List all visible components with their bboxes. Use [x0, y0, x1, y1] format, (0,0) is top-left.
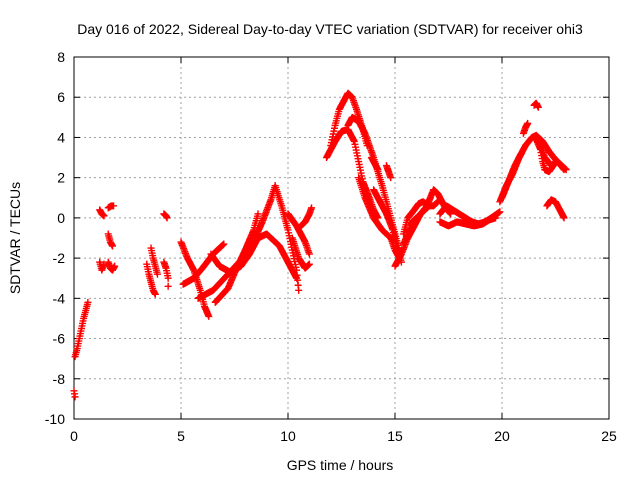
- plus-markers: [519, 119, 532, 137]
- track-t9: [147, 244, 161, 278]
- plus-markers: [288, 234, 313, 272]
- track-t11: [160, 258, 172, 290]
- track-t19: [284, 210, 313, 258]
- y-tick-label: 6: [57, 89, 65, 105]
- track-t8: [143, 260, 159, 298]
- track-t2: [71, 298, 92, 361]
- y-axis-title: SDTVAR / TECUs: [7, 182, 23, 294]
- y-tick-label: 8: [57, 49, 65, 65]
- plus-markers: [160, 258, 172, 290]
- plus-markers: [96, 258, 108, 274]
- plus-markers: [498, 150, 525, 202]
- x-tick-label: 25: [601, 428, 617, 444]
- x-tick-label: 0: [70, 428, 78, 444]
- plus-markers: [211, 210, 262, 306]
- plus-markers: [530, 99, 542, 111]
- plus-markers: [70, 387, 79, 401]
- track-t15: [211, 210, 262, 306]
- x-tick-label: 20: [494, 428, 510, 444]
- x-tick-label: 15: [387, 428, 403, 444]
- track-t34: [498, 150, 525, 202]
- plus-markers: [160, 210, 171, 222]
- x-axis-title: GPS time / hours: [287, 457, 394, 473]
- plus-markers: [271, 182, 303, 294]
- plus-markers: [147, 244, 161, 278]
- plus-markers: [284, 210, 313, 258]
- plus-markers: [297, 204, 316, 230]
- y-tick-label: -2: [53, 250, 66, 266]
- chart-title: Day 016 of 2022, Sidereal Day-to-day VTE…: [77, 21, 583, 37]
- plus-markers: [436, 214, 500, 230]
- plus-markers: [370, 186, 405, 266]
- track-t7: [104, 258, 119, 274]
- plus-markers: [400, 202, 433, 248]
- track-t16: [207, 230, 301, 282]
- axis-ticks: 0 5 10 15 20 25 -10 -8 -6 -4 -2 0 2 4 6 8: [45, 49, 617, 444]
- y-tick-label: -10: [45, 411, 65, 427]
- plus-markers: [104, 202, 118, 212]
- track-t27: [367, 154, 382, 174]
- track-t35: [519, 119, 532, 137]
- plus-markers: [532, 133, 568, 174]
- plus-markers: [543, 196, 568, 222]
- plus-markers: [382, 162, 395, 182]
- plus-markers: [323, 125, 382, 222]
- plus-markers: [207, 230, 301, 282]
- data-points: [70, 89, 570, 401]
- track-t39: [543, 196, 568, 222]
- x-tick-label: 10: [280, 428, 296, 444]
- track-t18: [288, 234, 313, 272]
- track-t4: [96, 258, 108, 274]
- track-t32: [436, 214, 500, 230]
- y-tick-label: 4: [57, 129, 65, 145]
- plot-frame: [73, 56, 610, 420]
- track-t30: [400, 202, 433, 248]
- plus-markers: [104, 230, 117, 250]
- track-t38: [532, 133, 568, 174]
- track-t20: [297, 204, 316, 230]
- track-t21: [323, 125, 382, 222]
- track-t36: [530, 99, 542, 111]
- track-t1: [70, 387, 79, 401]
- track-t25: [370, 186, 405, 266]
- track-t10: [160, 210, 171, 222]
- y-tick-label: -4: [53, 290, 66, 306]
- track-t17: [271, 182, 303, 294]
- plus-markers: [96, 206, 108, 220]
- x-tick-label: 5: [177, 428, 185, 444]
- plus-markers: [104, 258, 119, 274]
- plus-markers: [143, 260, 159, 298]
- gridlines: [74, 57, 609, 419]
- track-t26: [382, 162, 395, 182]
- plus-markers: [367, 154, 382, 174]
- y-tick-label: -6: [53, 331, 66, 347]
- y-tick-label: -8: [53, 371, 66, 387]
- track-t3: [96, 206, 108, 220]
- y-tick-label: 2: [57, 170, 65, 186]
- y-tick-label: 0: [57, 210, 65, 226]
- track-t6: [104, 230, 117, 250]
- plus-markers: [71, 298, 92, 361]
- track-t5: [104, 202, 118, 212]
